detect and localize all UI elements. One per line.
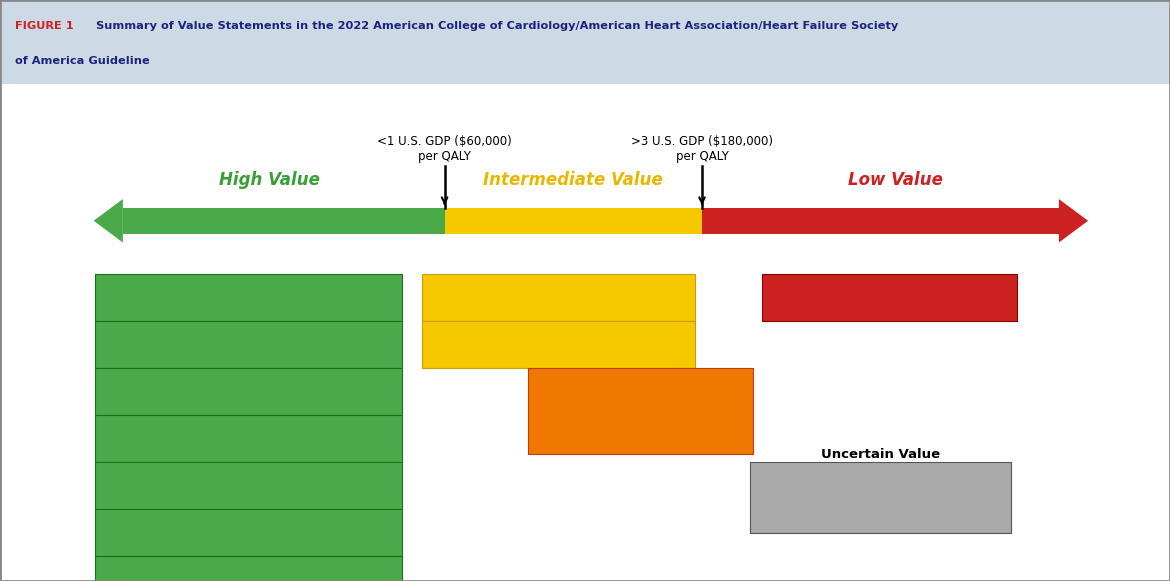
- FancyBboxPatch shape: [762, 274, 1017, 321]
- FancyBboxPatch shape: [445, 208, 702, 234]
- Text: HTx in Stage D HF (COR 1)ᵉ: HTx in Stage D HF (COR 1)ᵉ: [468, 338, 649, 351]
- FancyBboxPatch shape: [95, 462, 402, 509]
- Text: >3 U.S. GDP ($180,000)
per QALY: >3 U.S. GDP ($180,000) per QALY: [631, 135, 773, 163]
- FancyBboxPatch shape: [0, 0, 1170, 84]
- FancyBboxPatch shape: [422, 321, 695, 368]
- Text: <1 U.S. GDP ($60,000)
per QALY: <1 U.S. GDP ($60,000) per QALY: [377, 135, 512, 163]
- Polygon shape: [1059, 199, 1088, 242]
- FancyBboxPatch shape: [95, 368, 402, 415]
- Text: Low Value: Low Value: [847, 171, 943, 189]
- Polygon shape: [94, 199, 123, 242]
- FancyBboxPatch shape: [95, 274, 402, 321]
- Text: Tafamidis (COR 1)ᵍ: Tafamidis (COR 1)ᵍ: [825, 290, 954, 304]
- Text: of America Guideline: of America Guideline: [15, 56, 150, 66]
- Text: BB in HFrEF (COR 1): BB in HFrEF (COR 1): [183, 385, 315, 398]
- Text: ARNi in HFrEF (COR 1): ARNi in HFrEF (COR 1): [176, 290, 322, 304]
- Text: MRA in HFrEF (COR 1): MRA in HFrEF (COR 1): [177, 432, 321, 445]
- FancyBboxPatch shape: [95, 509, 402, 556]
- Text: ICD in HFrEF (COR 1)ᵇ: ICD in HFrEF (COR 1)ᵇ: [177, 526, 321, 539]
- Text: High Value: High Value: [219, 171, 319, 189]
- FancyBboxPatch shape: [95, 321, 402, 368]
- FancyBboxPatch shape: [422, 274, 695, 321]
- Text: ACEi/ARB in HFrEF (COR 1): ACEi/ARB in HFrEF (COR 1): [160, 338, 337, 351]
- Text: Intermediate Value: Intermediate Value: [483, 171, 663, 189]
- Text: SGLT2i in HFrEF (COR 1)ᵈ: SGLT2i in HFrEF (COR 1)ᵈ: [476, 290, 641, 304]
- FancyBboxPatch shape: [95, 415, 402, 462]
- FancyBboxPatch shape: [702, 208, 1059, 234]
- Text: CRT in HFrEF (COR 1)ᶜ: CRT in HFrEF (COR 1)ᶜ: [177, 573, 321, 581]
- Text: MCS in Stage D HFrEF
(COR 2a)ᶠ: MCS in Stage D HFrEF (COR 2a)ᶠ: [565, 397, 716, 425]
- FancyBboxPatch shape: [95, 556, 402, 581]
- Text: Uncertain Value: Uncertain Value: [821, 449, 940, 461]
- Text: Wireless PA Monitoring
(COR 2b): Wireless PA Monitoring (COR 2b): [800, 483, 961, 512]
- FancyBboxPatch shape: [123, 208, 445, 234]
- FancyBboxPatch shape: [528, 368, 753, 454]
- Text: Summary of Value Statements in the 2022 American College of Cardiology/American : Summary of Value Statements in the 2022 …: [88, 21, 899, 31]
- Text: FIGURE 1: FIGURE 1: [15, 21, 74, 31]
- Text: H+ISDN in HFrEF (COR 1)ᵃ: H+ISDN in HFrEF (COR 1)ᵃ: [163, 479, 335, 492]
- FancyBboxPatch shape: [750, 462, 1011, 533]
